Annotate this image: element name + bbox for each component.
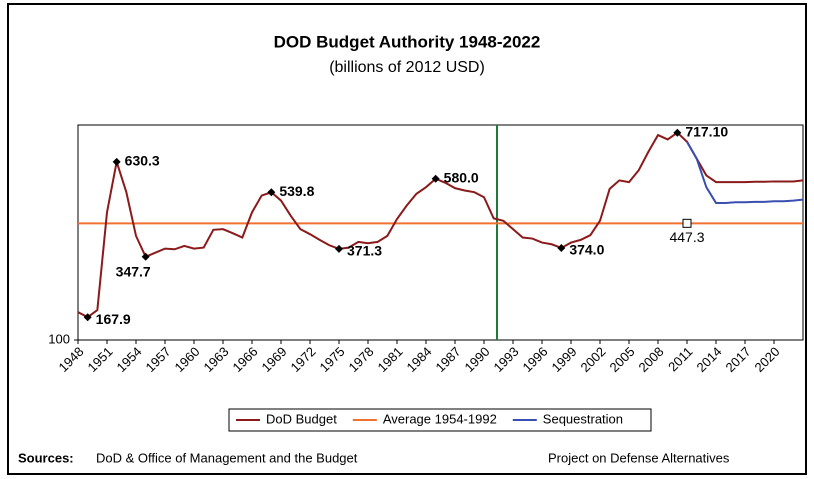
data-label: 717.10 (685, 123, 728, 139)
legend-box (228, 408, 652, 432)
average-marker (682, 218, 692, 228)
point-marker (673, 128, 682, 137)
sources-label: Sources: (18, 450, 74, 465)
data-label: 371.3 (347, 243, 382, 259)
chart-subtitle: (billions of 2012 USD) (329, 59, 485, 76)
chart-title: DOD Budget Authority 1948-2022 (274, 32, 541, 51)
point-marker (431, 174, 440, 183)
point-marker (83, 313, 92, 322)
data-label: 167.9 (96, 311, 131, 327)
sources: DoD & Office of Management and the Budge… (96, 450, 358, 465)
series-line (686, 141, 804, 204)
legend-label: Average 1954-1992 (383, 411, 497, 426)
average-label: 447.3 (669, 229, 704, 245)
legend-label: DoD Budget (266, 411, 337, 426)
point-marker (112, 157, 121, 166)
point-marker (557, 243, 566, 252)
y-tick-label: 100 (48, 331, 70, 346)
point-marker (141, 252, 150, 261)
data-label: 347.7 (116, 263, 151, 279)
plot-area (77, 124, 804, 341)
frame (7, 3, 807, 475)
point-marker (335, 244, 343, 253)
data-label: 630.3 (125, 153, 160, 169)
data-label: 580.0 (444, 169, 479, 185)
data-label: 374.0 (569, 242, 604, 258)
legend-label: Sequestration (543, 411, 623, 426)
series-line (77, 131, 804, 319)
data-label: 539.8 (279, 183, 314, 199)
point-marker (267, 188, 276, 197)
credit: Project on Defense Alternatives (548, 450, 730, 465)
